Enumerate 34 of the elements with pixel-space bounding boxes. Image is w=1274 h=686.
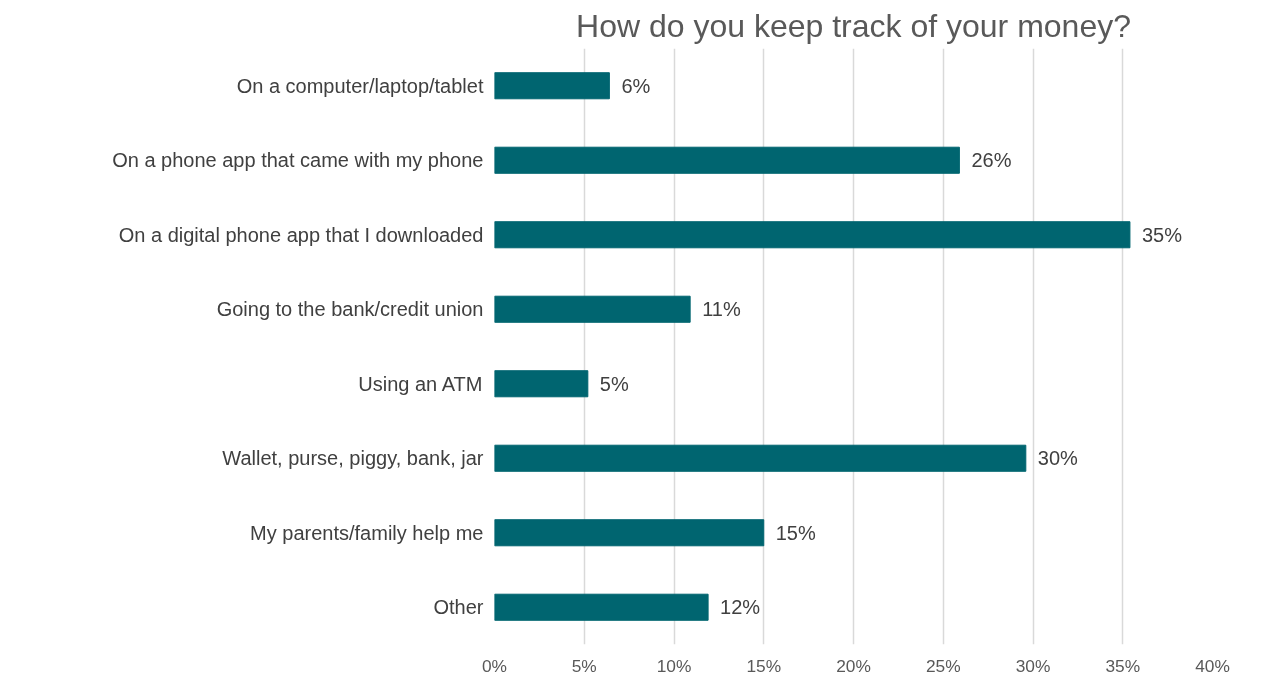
- data-label: 11%: [702, 298, 741, 321]
- x-tick-label: 5%: [571, 655, 597, 676]
- bar: [494, 444, 1027, 472]
- x-tick-label: 35%: [1105, 655, 1141, 676]
- bar: [494, 295, 691, 323]
- data-label: 15%: [775, 521, 816, 544]
- x-tick-label: 20%: [836, 655, 871, 676]
- y-tick-label: On a digital phone app that I downloaded: [118, 223, 484, 246]
- x-tick-label: 10%: [656, 655, 692, 676]
- x-tick-label: 15%: [746, 655, 782, 676]
- data-label: 35%: [1141, 223, 1183, 246]
- bar: [494, 370, 589, 398]
- bar: [494, 146, 960, 174]
- bar: [494, 519, 765, 547]
- y-tick-label: Wallet, purse, piggy, bank, jar: [222, 447, 484, 470]
- chart-title: How do you keep track of your money?: [576, 7, 1131, 44]
- data-label: 26%: [971, 149, 1012, 172]
- y-tick-label: On a computer/laptop/tablet: [236, 74, 484, 97]
- x-tick-label: 40%: [1195, 655, 1230, 676]
- y-tick-label: My parents/family help me: [250, 521, 484, 544]
- y-tick-label: On a phone app that came with my phone: [112, 149, 484, 172]
- data-label: 5%: [599, 372, 629, 395]
- data-label: 6%: [621, 74, 651, 97]
- bar: [494, 72, 610, 100]
- data-label: 30%: [1037, 447, 1079, 470]
- x-tick-label: 0%: [481, 655, 508, 676]
- bar: [494, 593, 709, 621]
- y-tick-label: Other: [433, 596, 484, 619]
- y-tick-label: Using an ATM: [358, 372, 483, 395]
- y-tick-label: Going to the bank/credit union: [216, 298, 484, 321]
- data-label: 12%: [720, 596, 761, 619]
- x-tick-label: 30%: [1015, 655, 1051, 676]
- x-tick-label: 25%: [925, 655, 961, 676]
- bar: [494, 221, 1131, 249]
